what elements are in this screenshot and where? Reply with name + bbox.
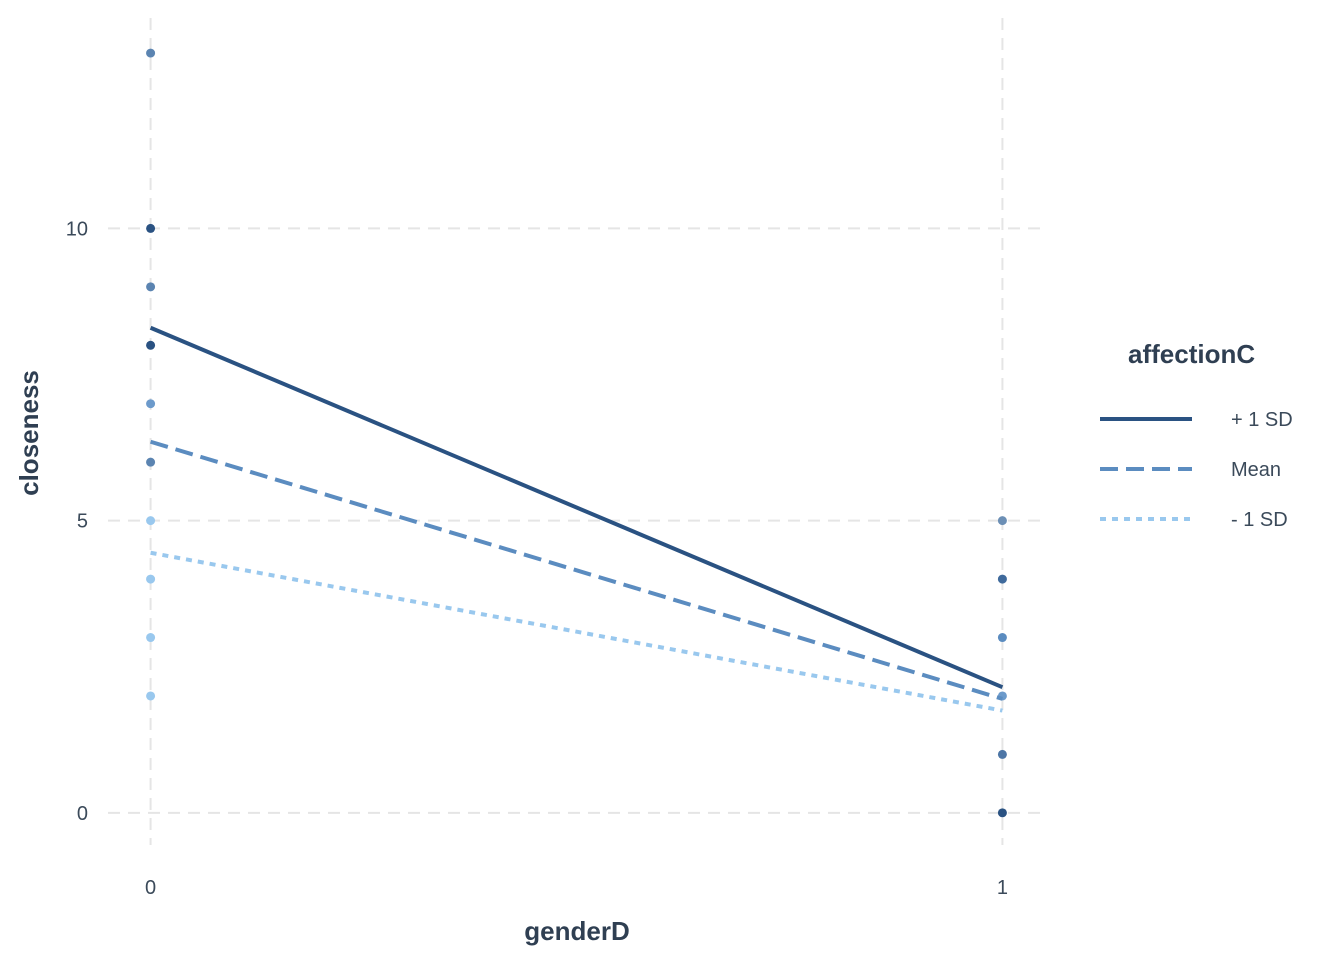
x-tick-label: 0 — [145, 877, 156, 899]
y-tick-label: 0 — [77, 803, 88, 825]
data-point — [146, 457, 156, 467]
series-line — [149, 325, 1004, 690]
data-point — [146, 574, 156, 584]
data-point — [146, 399, 156, 409]
y-tick-label: 5 — [77, 511, 88, 533]
data-point — [997, 808, 1007, 818]
data-points — [146, 48, 1007, 818]
y-axis-ticks: 0 5 10 — [66, 218, 88, 824]
data-point — [146, 223, 156, 233]
legend-title: affectionC — [1128, 339, 1255, 369]
regression-lines — [149, 325, 1004, 713]
series-line — [150, 439, 1003, 701]
data-point — [146, 340, 156, 350]
y-tick-label: 10 — [66, 218, 88, 240]
data-point — [146, 282, 156, 292]
x-axis-title: genderD — [524, 916, 629, 946]
legend-label: + 1 SD — [1231, 409, 1293, 431]
data-point — [997, 516, 1007, 526]
series-line — [150, 550, 1003, 713]
data-point — [997, 574, 1007, 584]
legend: affectionC + 1 SD Mean - 1 SD — [1100, 339, 1293, 531]
data-point — [997, 749, 1007, 759]
data-point — [146, 691, 156, 701]
data-point — [146, 633, 156, 643]
y-axis-title: closeness — [14, 370, 44, 496]
grid-lines — [108, 18, 1045, 845]
legend-label: Mean — [1231, 459, 1281, 481]
data-point — [997, 633, 1007, 643]
x-tick-label: 1 — [997, 877, 1008, 899]
data-point — [146, 48, 156, 58]
data-point — [146, 516, 156, 526]
legend-label: - 1 SD — [1231, 509, 1288, 531]
